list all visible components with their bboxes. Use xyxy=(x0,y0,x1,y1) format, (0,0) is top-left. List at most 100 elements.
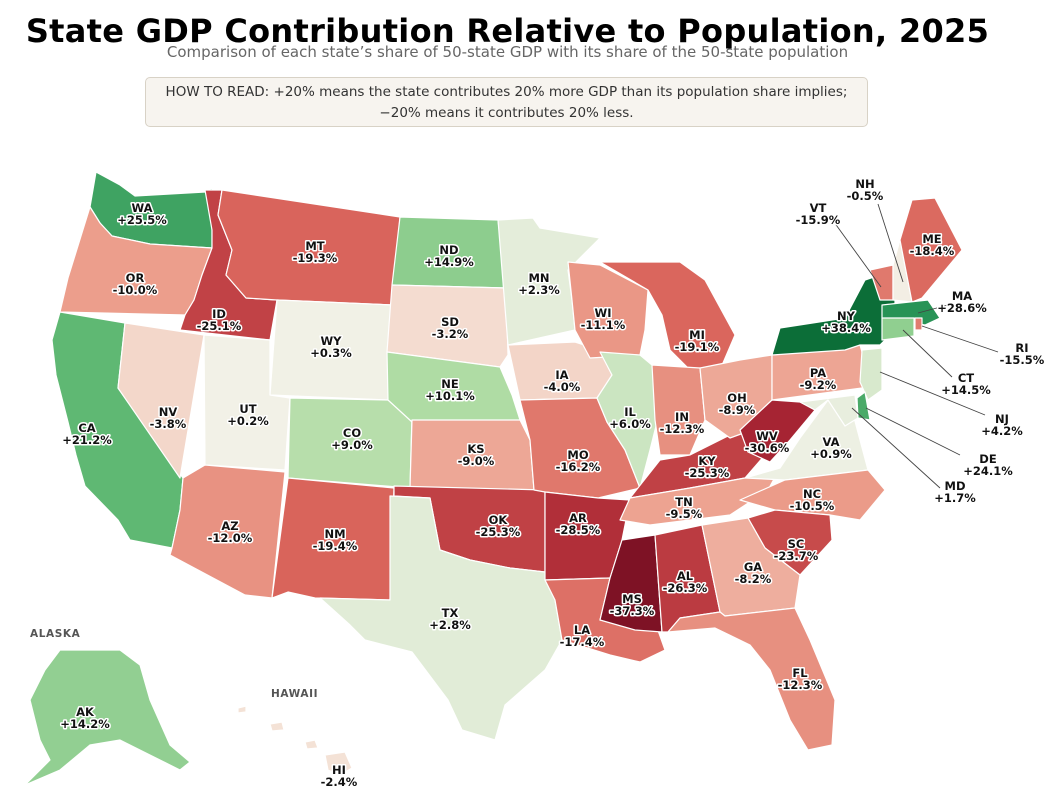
page-subtitle: Comparison of each state’s share of 50-s… xyxy=(166,43,849,61)
state-abbr-ok: OK xyxy=(489,513,509,527)
state-abbr-ky: KY xyxy=(698,454,716,468)
state-abbr-wv: WV xyxy=(756,429,778,443)
leader-line-ri xyxy=(921,325,999,353)
state-ct[interactable] xyxy=(881,317,915,341)
state-value-me: -18.4% xyxy=(910,244,955,258)
state-value-nj: +4.2% xyxy=(981,424,1023,438)
state-nv[interactable] xyxy=(117,322,205,479)
state-abbr-vt: VT xyxy=(810,201,827,215)
leader-line-vt xyxy=(833,221,882,288)
state-value-il: +6.0% xyxy=(609,417,651,431)
state-abbr-mn: MN xyxy=(528,271,549,285)
state-value-mo: -16.2% xyxy=(556,460,601,474)
state-abbr-tx: TX xyxy=(442,606,459,620)
state-abbr-me: ME xyxy=(922,232,941,246)
state-value-ct: +14.5% xyxy=(941,383,991,397)
state-value-mi: -19.1% xyxy=(675,340,720,354)
state-value-la: -17.4% xyxy=(560,635,605,649)
state-abbr-oh: OH xyxy=(727,391,746,405)
state-value-tn: -9.5% xyxy=(666,507,703,521)
state-value-al: -26.3% xyxy=(663,581,708,595)
state-value-az: -12.0% xyxy=(208,531,253,545)
state-value-nv: -3.8% xyxy=(150,417,187,431)
state-value-ga: -8.2% xyxy=(735,572,772,586)
state-value-md: +1.7% xyxy=(934,491,976,505)
state-abbr-ms: MS xyxy=(622,592,642,606)
state-abbr-ks: KS xyxy=(467,442,484,456)
state-abbr-ri: RI xyxy=(1015,341,1028,355)
state-abbr-tn: TN xyxy=(675,495,692,509)
state-value-oh: -8.9% xyxy=(719,403,756,417)
state-value-nh: -0.5% xyxy=(847,189,884,203)
state-value-ak: +14.2% xyxy=(60,717,110,731)
state-abbr-nc: NC xyxy=(803,487,821,501)
state-abbr-ar: AR xyxy=(569,511,587,525)
leader-line-nj xyxy=(879,371,986,416)
state-value-co: +9.0% xyxy=(331,438,373,452)
state-ri[interactable] xyxy=(914,317,923,331)
state-hi[interactable] xyxy=(237,705,353,776)
state-sd[interactable] xyxy=(386,284,509,368)
state-abbr-ny: NY xyxy=(837,309,856,323)
state-value-wa: +25.5% xyxy=(117,213,167,227)
state-abbr-sc: SC xyxy=(788,537,805,551)
state-value-ia: -4.0% xyxy=(544,380,581,394)
state-abbr-al: AL xyxy=(677,569,694,583)
state-value-ks: -9.0% xyxy=(458,454,495,468)
how-to-read-box: HOW TO READ: +20% means the state contri… xyxy=(145,77,868,127)
state-ak[interactable] xyxy=(24,649,191,786)
how-to-read-line-2: −20% means it contributes 20% less. xyxy=(379,105,634,121)
state-abbr-ca: CA xyxy=(78,421,95,435)
state-md[interactable] xyxy=(799,394,859,427)
state-value-ne: +10.1% xyxy=(425,389,475,403)
state-abbr-va: VA xyxy=(822,435,839,449)
state-abbr-ut: UT xyxy=(239,402,256,416)
state-mn[interactable] xyxy=(497,217,601,346)
state-value-hi: -2.4% xyxy=(321,775,358,789)
state-abbr-nv: NV xyxy=(159,405,178,419)
state-value-ut: +0.2% xyxy=(227,414,269,428)
leader-line-ma xyxy=(917,304,949,314)
state-abbr-mo: MO xyxy=(567,448,588,462)
state-fl[interactable] xyxy=(667,607,836,751)
state-value-fl: -12.3% xyxy=(778,678,823,692)
state-abbr-hi: HI xyxy=(332,763,346,777)
state-value-tx: +2.8% xyxy=(429,618,471,632)
state-abbr-fl: FL xyxy=(792,666,808,680)
state-value-ca: +21.2% xyxy=(62,433,112,447)
alaska-inset-label: ALASKA xyxy=(30,628,81,640)
state-abbr-sd: SD xyxy=(441,315,459,329)
state-value-in: -12.3% xyxy=(660,422,705,436)
state-value-mt: -19.3% xyxy=(293,251,338,265)
state-tx[interactable] xyxy=(319,495,563,741)
state-value-wi: -11.1% xyxy=(581,318,626,332)
state-value-va: +0.9% xyxy=(810,447,852,461)
state-abbr-wy: WY xyxy=(320,334,342,348)
state-value-mn: +2.3% xyxy=(518,283,560,297)
state-az[interactable] xyxy=(169,464,286,599)
state-value-pa: -9.2% xyxy=(800,378,837,392)
state-value-nd: +14.9% xyxy=(424,255,474,269)
state-wv[interactable] xyxy=(739,399,816,463)
how-to-read-line-1: HOW TO READ: +20% means the state contri… xyxy=(165,84,848,100)
state-abbr-ne: NE xyxy=(441,377,459,391)
state-abbr-ia: IA xyxy=(555,368,568,382)
state-abbr-nd: ND xyxy=(439,243,458,257)
state-abbr-nm: NM xyxy=(324,527,345,541)
leader-line-ct xyxy=(902,329,953,378)
state-abbr-ct: CT xyxy=(958,371,974,385)
state-value-ny: +38.4% xyxy=(821,321,871,335)
state-value-ri: -15.5% xyxy=(1000,353,1045,367)
state-nj[interactable] xyxy=(859,347,883,401)
state-abbr-pa: PA xyxy=(810,366,826,380)
state-value-nc: -10.5% xyxy=(790,499,835,513)
state-abbr-de: DE xyxy=(979,452,997,466)
state-abbr-az: AZ xyxy=(221,519,238,533)
state-value-or: -10.0% xyxy=(113,283,158,297)
state-abbr-id: ID xyxy=(212,307,226,321)
state-abbr-wa: WA xyxy=(131,201,152,215)
state-abbr-or: OR xyxy=(126,271,145,285)
state-abbr-md: MD xyxy=(945,479,966,493)
state-abbr-la: LA xyxy=(574,623,590,637)
